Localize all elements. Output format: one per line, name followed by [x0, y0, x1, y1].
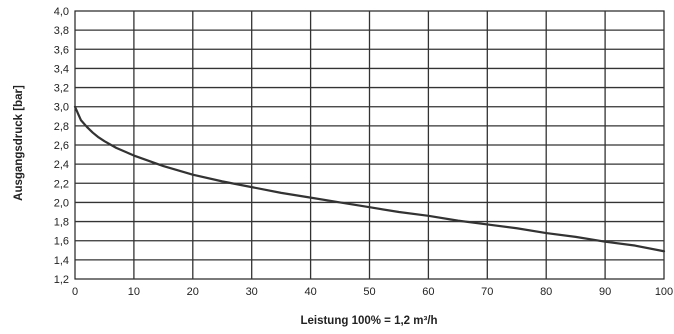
y-axis-title: Ausgangsdruck [bar] [13, 85, 25, 201]
series-group [73, 105, 666, 253]
x-tick-label: 100 [655, 286, 673, 298]
y-tick-label: 2,2 [54, 178, 69, 190]
y-axis-ticks: 1,2 1,4 1,6 1,8 2,0 2,2 2,4 2,6 2,8 3,0 3,2 3,4 3,6 3… [54, 6, 69, 286]
x-tick-label: 80 [540, 286, 552, 298]
x-tick-label: 60 [422, 286, 434, 298]
y-tick-label: 2,0 [54, 197, 69, 209]
y-tick-label: 3,2 [54, 83, 69, 95]
x-axis-ticks: 0 10 20 30 40 50 60 70 80 90 100 [72, 286, 673, 298]
x-tick-label: 70 [481, 286, 493, 298]
y-tick-label: 1,8 [54, 217, 69, 229]
y-tick-label: 3,4 [54, 63, 69, 75]
y-tick-label: 2,6 [54, 140, 69, 152]
y-tick-label: 2,4 [54, 159, 69, 171]
y-tick-label: 1,4 [54, 255, 69, 267]
y-tick-label: 3,8 [54, 25, 69, 37]
series-line-0 [73, 105, 666, 253]
x-axis-title: Leistung 100% = 1,2 m³/h [300, 315, 437, 327]
x-tick-label: 10 [128, 286, 140, 298]
y-tick-label: 2,8 [54, 121, 69, 133]
grid [74, 10, 665, 280]
y-tick-label: 4,0 [54, 6, 69, 18]
y-tick-label: 1,6 [54, 236, 69, 248]
y-tick-label: 3,0 [54, 102, 69, 114]
x-tick-label: 90 [599, 286, 611, 298]
x-tick-label: 20 [187, 286, 199, 298]
y-tick-label: 3,6 [54, 44, 69, 56]
y-tick-label: 1,2 [54, 274, 69, 286]
x-tick-label: 50 [363, 286, 375, 298]
x-tick-label: 30 [246, 286, 258, 298]
x-tick-label: 0 [72, 286, 78, 298]
x-tick-label: 40 [304, 286, 316, 298]
